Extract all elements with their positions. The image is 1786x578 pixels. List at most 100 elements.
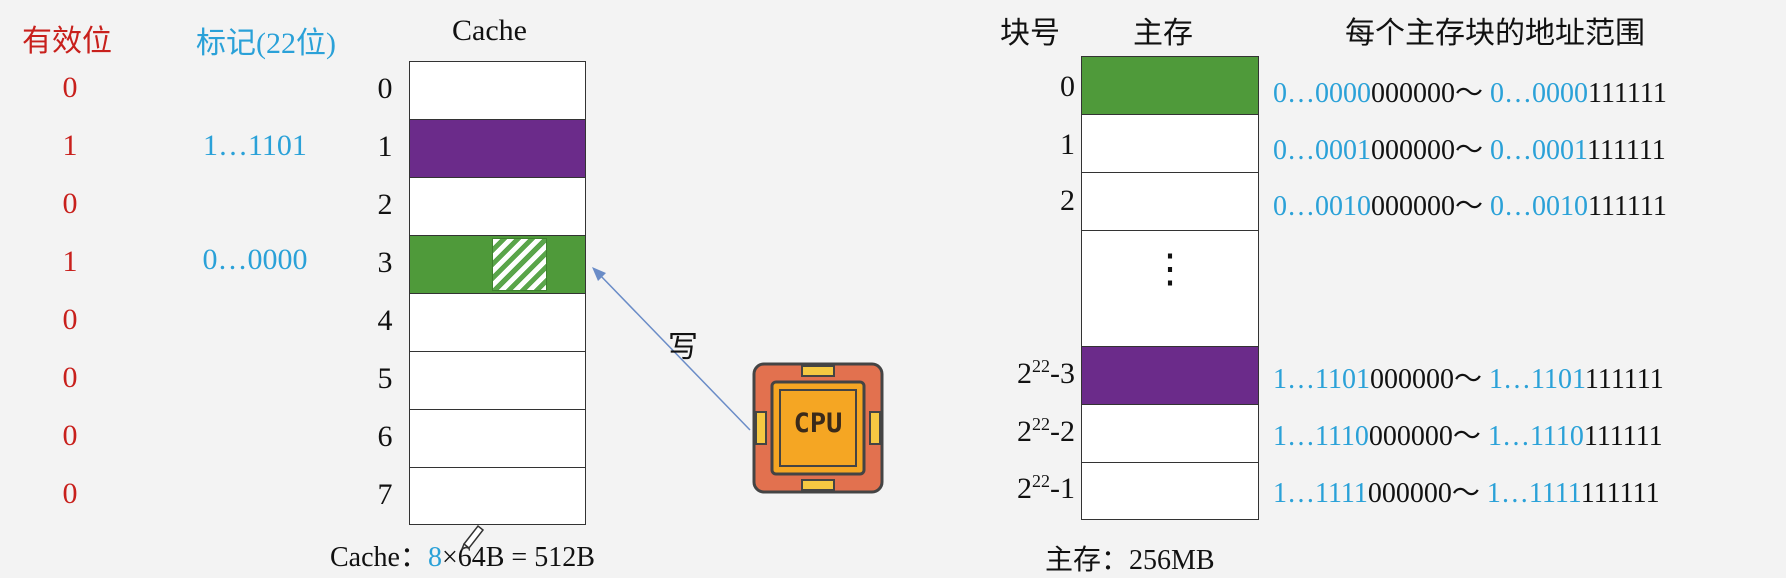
address-range-n3-end-tag: 1…1101	[1488, 364, 1586, 395]
block-number-n1-suffix: -1	[1050, 472, 1075, 505]
cache-line-3	[410, 236, 585, 294]
address-range-n1-start-tag: 1…1111	[1273, 478, 1368, 509]
memory-ellipsis: ⋮	[1150, 246, 1190, 291]
block-number-1: 1	[975, 128, 1075, 162]
cache-index-3: 3	[377, 246, 393, 279]
memory-block-2	[1082, 173, 1258, 231]
address-range-2-start-offset: 000000～	[1371, 191, 1491, 222]
cache-line-7	[410, 468, 585, 526]
address-range-n3-start-offset: 000000～	[1369, 364, 1489, 395]
address-range-0-end-offset: 111111	[1588, 78, 1667, 109]
block-number-n1-exp: 22	[1032, 471, 1050, 491]
address-range-0-end-tag: 0…0000	[1490, 78, 1589, 109]
block-number-2: 2	[975, 184, 1075, 218]
cache-array	[409, 61, 586, 525]
address-range-0-start-tag: 0…0000	[1273, 78, 1371, 109]
block-number-n3: 222-3	[975, 356, 1075, 391]
cache-index-7: 7	[377, 478, 393, 511]
valid-bit-5: 0	[62, 361, 78, 394]
cache-header: Cache	[452, 14, 527, 47]
valid-bit-6: 0	[62, 419, 78, 452]
tag-header: 标记(22位)	[196, 27, 336, 60]
cache-line-6	[410, 410, 585, 468]
address-range-n1-end-tag: 1…1111	[1486, 478, 1582, 509]
memory-block-n1	[1082, 463, 1258, 521]
write-label: 写	[668, 331, 698, 364]
memory-block-gap: ⋮	[1082, 231, 1258, 347]
address-range-1-end-tag: 0…0001	[1490, 135, 1588, 166]
block-number-1-base: 1	[1060, 128, 1075, 161]
cache-index-2: 2	[377, 188, 393, 221]
block-number-n1-base: 2	[1017, 472, 1032, 505]
address-range-n2-end-tag: 1…1110	[1487, 421, 1584, 452]
valid-bit-3: 1	[62, 245, 78, 278]
main-memory-array: ⋮	[1081, 56, 1259, 520]
written-word-highlight	[492, 238, 547, 291]
valid-bit-header: 有效位	[22, 25, 112, 58]
address-range-n3-start-tag: 1…1101	[1273, 364, 1370, 395]
memory-block-n3	[1082, 347, 1258, 405]
block-number-n2-base: 2	[1017, 415, 1032, 448]
block-number-n2-exp: 22	[1032, 414, 1050, 434]
address-range-0-start-offset: 000000～	[1371, 78, 1491, 109]
block-number-2-base: 2	[1060, 184, 1075, 217]
address-range-n2-end-offset: 111111	[1583, 421, 1663, 452]
cache-size-caption: Cache：8×64B = 512B	[330, 535, 595, 575]
cache-index-0: 0	[377, 72, 393, 105]
cpu-icon: CPU	[752, 362, 884, 494]
tag-line-3: 0…0000	[202, 243, 308, 276]
cache-index-5: 5	[377, 362, 393, 395]
main-memory-header: 主存	[1133, 17, 1193, 50]
block-number-n2-suffix: -2	[1050, 415, 1075, 448]
address-range-n1-end-offset: 111111	[1581, 478, 1660, 509]
valid-bit-7: 0	[62, 477, 78, 510]
block-number-n3-suffix: -3	[1050, 357, 1075, 390]
valid-bit-4: 0	[62, 303, 78, 336]
write-arrow	[592, 267, 751, 431]
block-number-n1: 222-1	[975, 471, 1075, 506]
pen-cursor-icon	[460, 524, 485, 550]
address-range-n3-end-offset: 111111	[1585, 364, 1664, 395]
address-range-2-end-tag: 0…0010	[1490, 191, 1589, 222]
block-number-0: 0	[975, 70, 1075, 104]
tag-line-1: 1…1101	[203, 129, 307, 162]
address-range-2-start-tag: 0…0010	[1273, 191, 1371, 222]
valid-bit-1: 1	[62, 129, 78, 162]
address-range-n2-start-tag: 1…1110	[1273, 421, 1369, 452]
main-memory-size-caption: 主存：256MB	[1045, 545, 1215, 576]
block-number-n2: 222-2	[975, 414, 1075, 449]
address-range-1: 0…0001000000～ 0…0001111111	[1273, 128, 1666, 168]
block-number-n3-base: 2	[1017, 357, 1032, 390]
address-range-2: 0…0010000000～ 0…0010111111	[1273, 184, 1667, 224]
address-range-n1-start-offset: 000000～	[1367, 478, 1487, 509]
address-range-1-start-offset: 000000～	[1371, 135, 1491, 166]
memory-block-1	[1082, 115, 1258, 173]
address-range-n2: 1…1110000000～ 1…1110111111	[1273, 414, 1663, 454]
address-range-1-end-offset: 111111	[1587, 135, 1666, 166]
address-range-n1: 1…1111000000～ 1…1111111111	[1273, 471, 1660, 511]
cache-line-2	[410, 178, 585, 236]
valid-bit-2: 0	[62, 187, 78, 220]
address-range-n2-start-offset: 000000～	[1368, 421, 1488, 452]
block-number-header: 块号	[1000, 17, 1060, 50]
cache-index-4: 4	[377, 304, 393, 337]
cache-line-5	[410, 352, 585, 410]
cache-index-1: 1	[377, 130, 393, 163]
address-range-1-start-tag: 0…0001	[1273, 135, 1371, 166]
valid-bit-0: 0	[62, 71, 78, 104]
address-range-header: 每个主存块的地址范围	[1345, 17, 1645, 50]
cache-line-4	[410, 294, 585, 352]
cache-line-count: 8	[427, 542, 442, 573]
address-range-0: 0…0000000000～ 0…0000111111	[1273, 71, 1667, 111]
block-number-0-base: 0	[1060, 70, 1075, 103]
cache-line-0	[410, 62, 585, 120]
cpu-label: CPU	[793, 408, 843, 439]
memory-block-0	[1082, 57, 1258, 115]
cache-index-6: 6	[377, 420, 393, 453]
address-range-n3: 1…1101000000～ 1…1101111111	[1273, 357, 1664, 397]
address-range-2-end-offset: 111111	[1588, 191, 1667, 222]
cache-line-1	[410, 120, 585, 178]
memory-block-n2	[1082, 405, 1258, 463]
cache-caption-prefix: Cache：	[330, 542, 428, 573]
block-number-n3-exp: 22	[1032, 356, 1050, 376]
